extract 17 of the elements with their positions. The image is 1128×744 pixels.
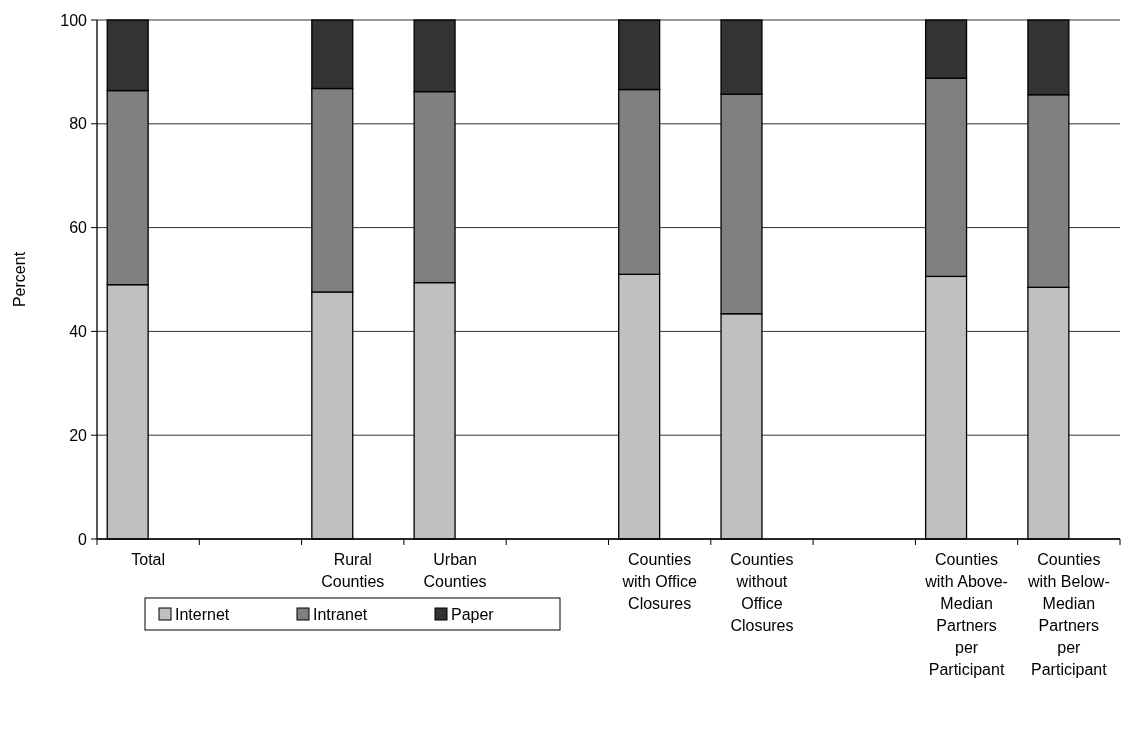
y-axis-title: Percent [11, 251, 28, 308]
x-tick-label: Counties with Above-Median Partners per Participant [924, 551, 1008, 678]
y-tick-label: 80 [69, 115, 88, 133]
y-tick-label: 60 [69, 219, 88, 237]
x-tick-label: Total [131, 551, 166, 568]
y-tick-label: 20 [69, 426, 88, 444]
legend-label: Paper [451, 606, 495, 623]
legend-label: Intranet [313, 606, 368, 623]
x-tick-label: Rural Counties [321, 551, 385, 590]
legend-label: Internet [175, 606, 230, 623]
y-tick-label: 100 [60, 11, 88, 29]
y-tick-label: 40 [69, 323, 88, 340]
x-tick-label: Counties with Below-Median Partners per Participant [1026, 551, 1110, 678]
x-tick-label: Counties without Office Closures [730, 551, 794, 634]
x-tick-label: Counties with Office Closures [621, 551, 697, 612]
x-tick-label: Urban Counties [423, 551, 487, 590]
y-tick-label: 0 [78, 530, 88, 548]
